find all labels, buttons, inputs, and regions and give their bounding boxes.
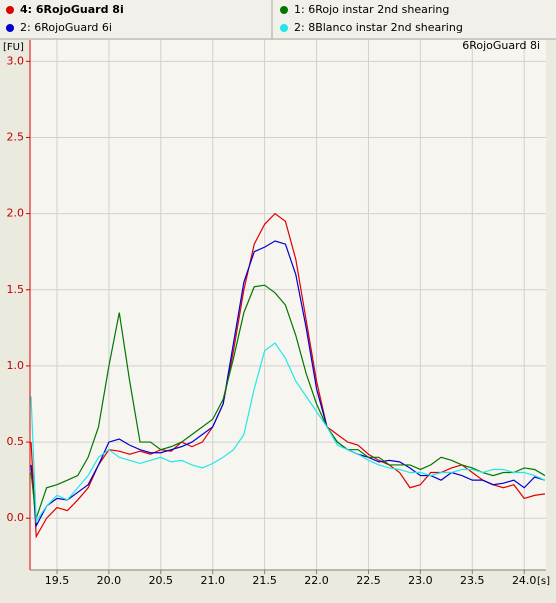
x-tick-label: 19.5: [45, 574, 70, 587]
y-tick-label: 2.5: [7, 130, 25, 143]
x-tick-label: 23.0: [408, 574, 433, 587]
legend-panel: [0, 0, 556, 39]
labels: 19.5 20.0 20.5 21.0 21.5 22.0 22.5 23.0 23.5 24.0…: [7, 54, 537, 587]
series-line: [30, 342, 546, 524]
x-tick-label: 23.5: [460, 574, 485, 587]
x-tick-label: 22.0: [304, 574, 329, 587]
legend-label[interactable]: 2: 8Blanco instar 2nd shearing: [294, 21, 463, 34]
x-tick-label: 21.5: [252, 574, 277, 587]
legend-label[interactable]: 4: 6RojoGuard 8i: [20, 3, 124, 16]
legend-marker: [280, 24, 288, 32]
y-tick-label: 1.0: [7, 359, 25, 372]
y-tick-label: 1.5: [7, 283, 25, 296]
x-tick-label: 21.0: [200, 574, 225, 587]
legend-marker: [6, 24, 14, 32]
plot-area: [30, 40, 546, 570]
legend-label[interactable]: 1: 6Rojo instar 2nd shearing: [294, 3, 449, 16]
y-tick-label: 0.5: [7, 435, 25, 448]
y-tick-label: 2.0: [7, 207, 25, 220]
x-tick-label: 20.0: [97, 574, 122, 587]
lines: [30, 212, 546, 539]
legend-label[interactable]: 2: 6RojoGuard 6i: [20, 21, 112, 34]
legend-marker: [280, 6, 288, 14]
chart-title: 6RojoGuard 8i: [462, 39, 540, 52]
grid: [26, 40, 546, 574]
x-tick-label: 24.0: [512, 574, 537, 587]
series-line: [30, 284, 546, 519]
y-tick-label: 0.0: [7, 511, 25, 524]
y-tick-label: 3.0: [7, 54, 25, 67]
x-axis-label: [s]: [537, 576, 550, 587]
x-tick-label: 20.5: [149, 574, 174, 587]
series-line: [30, 212, 546, 539]
y-axis-label: [FU]: [3, 42, 24, 53]
legend-marker: [6, 6, 14, 14]
x-tick-label: 22.5: [356, 574, 381, 587]
series-line: [30, 240, 546, 528]
